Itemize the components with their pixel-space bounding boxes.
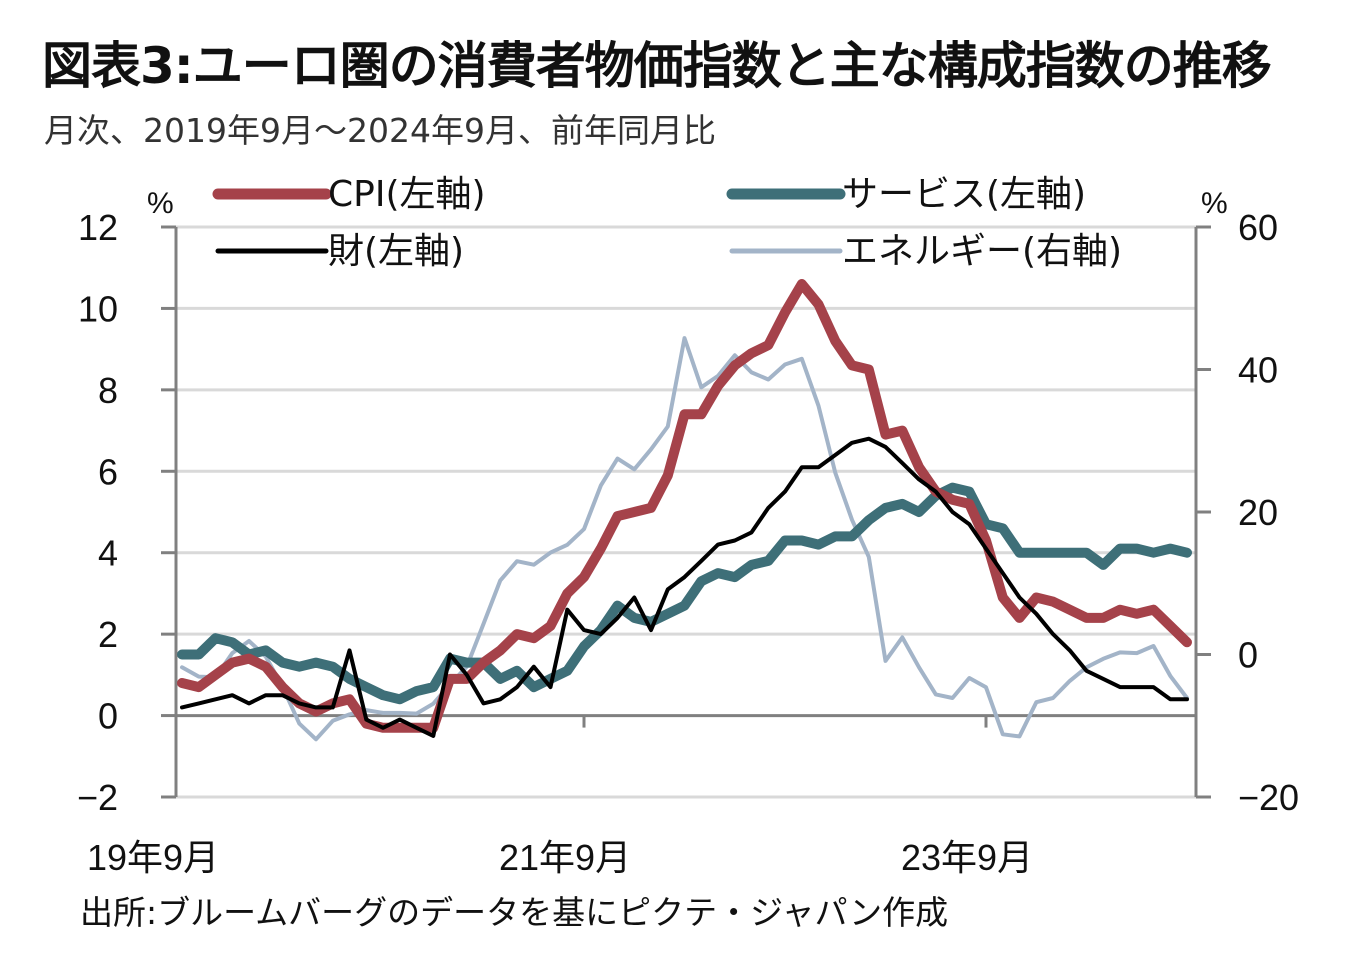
right-tick-label: 20 (1238, 492, 1278, 533)
chart-subtitle: 月次、2019年9月～2024年9月、前年同月比 (44, 111, 716, 150)
series-line-goods (180, 436, 1189, 738)
source-note: 出所:ブルームバーグのデータを基にピクテ・ジャパン作成 (80, 893, 949, 932)
gridlines (176, 225, 1196, 799)
left-tick-label: 8 (98, 370, 118, 411)
series-line-services (177, 482, 1192, 705)
left-tick-label: −2 (77, 777, 118, 818)
x-tick-label: 19年9月 (87, 837, 219, 878)
legend-item-energy: エネルギー(右軸) (728, 231, 1122, 272)
left-tick-label: 6 (98, 451, 118, 492)
left-tick-label: 0 (98, 696, 118, 737)
right-tick-label: 60 (1238, 207, 1278, 248)
legend-label-services: サービス(左軸) (842, 174, 1086, 215)
right-tick-label: 0 (1238, 635, 1258, 676)
legend-item-goods: 財(左軸) (214, 231, 464, 272)
left-tick-label: 4 (98, 533, 118, 574)
left-tick-label: 12 (78, 207, 118, 248)
right-tick-label: −20 (1238, 777, 1299, 818)
legend-label-goods: 財(左軸) (328, 231, 464, 272)
right-axis-unit: % (1201, 187, 1228, 220)
x-tick-label: 23年9月 (901, 837, 1033, 878)
series-lines (177, 279, 1192, 742)
legend-item-services: サービス(左軸) (726, 174, 1086, 215)
legend-item-cpi: CPI(左軸) (212, 174, 486, 215)
left-tick-label: 10 (78, 288, 118, 329)
series-line-cpi (177, 279, 1192, 733)
chart-title: 図表3:ユーロ圏の消費者物価指数と主な構成指数の推移 (42, 37, 1272, 95)
series-line-energy (180, 336, 1189, 742)
x-tick-label: 21年9月 (499, 837, 631, 878)
right-tick-label: 40 (1238, 350, 1278, 391)
left-axis-unit: % (147, 187, 174, 220)
legend-label-energy: エネルギー(右軸) (842, 231, 1122, 272)
legend: CPI(左軸) サービス(左軸) 財(左軸) エネルギー(右軸) (212, 174, 1122, 272)
left-tick-label: 2 (98, 614, 118, 655)
legend-label-cpi: CPI(左軸) (328, 174, 486, 215)
